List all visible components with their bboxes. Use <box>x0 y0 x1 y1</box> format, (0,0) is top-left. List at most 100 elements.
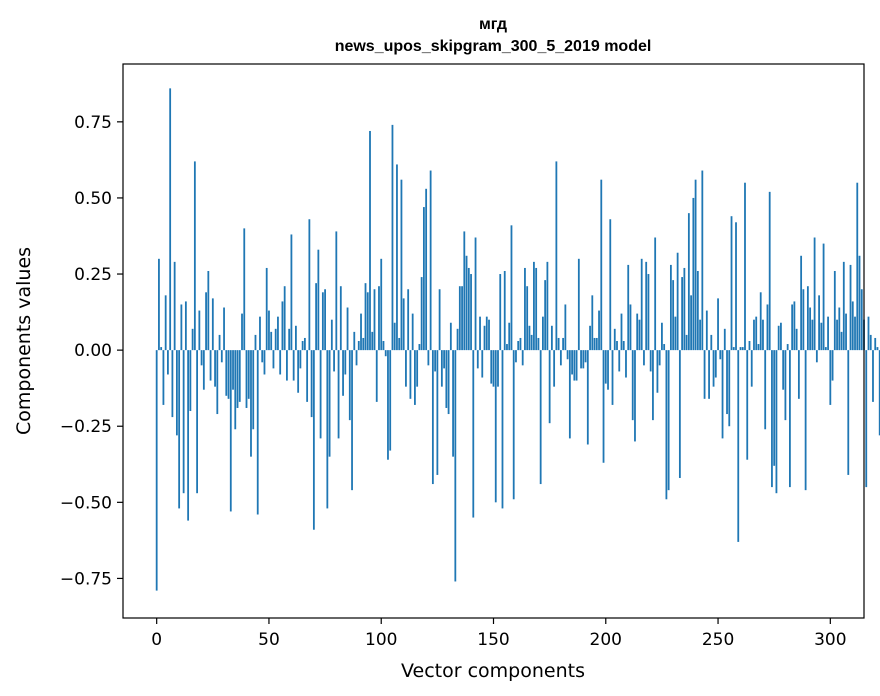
bar <box>577 258 580 351</box>
bar <box>373 289 376 351</box>
bar <box>836 319 838 351</box>
y-axis-label: Components values <box>13 247 35 435</box>
bar <box>622 341 625 351</box>
bar <box>647 274 650 351</box>
chart-title: мгд <box>479 16 507 33</box>
bar <box>681 277 684 351</box>
bar <box>744 182 746 351</box>
bar <box>400 179 403 351</box>
bar <box>746 350 749 460</box>
bar <box>337 350 340 439</box>
bar <box>598 310 600 351</box>
bar <box>818 295 820 351</box>
bar <box>382 341 385 351</box>
bar <box>858 255 861 351</box>
bar <box>510 225 513 351</box>
bar <box>317 249 320 351</box>
bar <box>357 341 360 351</box>
bar <box>555 161 558 351</box>
y-tick-label: −0.75 <box>60 569 112 589</box>
bar <box>714 350 717 378</box>
bar <box>519 337 522 351</box>
bar <box>537 337 540 351</box>
bar <box>458 286 461 351</box>
bar <box>378 286 380 351</box>
bar <box>474 237 477 351</box>
bar <box>265 267 268 351</box>
bar <box>708 350 710 399</box>
bar <box>281 301 284 351</box>
bar <box>847 350 850 475</box>
bar <box>696 270 699 351</box>
bar <box>851 301 854 351</box>
bar <box>216 350 219 415</box>
bar <box>470 274 472 351</box>
bar <box>411 313 414 351</box>
bar <box>678 350 681 478</box>
bar <box>308 219 311 351</box>
bar <box>461 286 463 351</box>
bar <box>398 337 401 351</box>
bar <box>454 350 457 582</box>
bar <box>321 292 324 351</box>
bar <box>479 316 481 351</box>
bar <box>838 307 841 351</box>
bar <box>542 316 544 351</box>
bar <box>243 228 246 351</box>
bar <box>420 277 423 351</box>
bar <box>573 350 576 381</box>
bar <box>517 341 520 351</box>
bar <box>701 170 704 351</box>
bar <box>209 350 212 381</box>
bar <box>207 270 210 351</box>
bar <box>306 350 309 402</box>
bar <box>777 325 780 351</box>
bar <box>414 350 416 405</box>
bar <box>319 350 322 439</box>
bar <box>196 350 198 494</box>
bar <box>728 350 731 427</box>
bar <box>371 331 374 351</box>
bar <box>566 350 569 360</box>
bar <box>595 337 598 351</box>
bar <box>759 292 762 351</box>
bar <box>553 350 556 387</box>
bar <box>456 328 459 351</box>
y-tick-label: 0.75 <box>74 113 112 133</box>
bar <box>789 350 791 488</box>
bar <box>418 344 421 351</box>
bar <box>732 347 735 351</box>
bar <box>476 350 479 369</box>
bar <box>613 328 616 351</box>
bar <box>771 350 773 488</box>
bar <box>366 292 369 351</box>
bar <box>723 328 726 351</box>
bar <box>346 307 349 351</box>
bar <box>548 350 551 424</box>
bar <box>602 350 605 463</box>
bar <box>582 350 585 369</box>
bar <box>699 319 701 351</box>
bar <box>497 350 499 387</box>
bar <box>245 350 248 408</box>
x-tick-label: 50 <box>258 630 280 650</box>
bar <box>501 350 504 509</box>
bar <box>436 350 439 475</box>
bar <box>193 161 196 351</box>
bar <box>753 319 755 351</box>
bar <box>618 350 621 372</box>
bar <box>620 313 623 351</box>
bar <box>315 283 318 351</box>
bar <box>218 334 221 351</box>
bar <box>472 350 475 518</box>
bar <box>586 350 589 445</box>
bar <box>184 301 187 351</box>
bar <box>656 350 659 393</box>
bar <box>431 350 434 485</box>
bar <box>405 350 407 387</box>
bar <box>326 350 329 509</box>
bar <box>730 216 733 351</box>
bar <box>384 350 387 357</box>
bar <box>878 350 880 436</box>
bar <box>427 350 430 366</box>
